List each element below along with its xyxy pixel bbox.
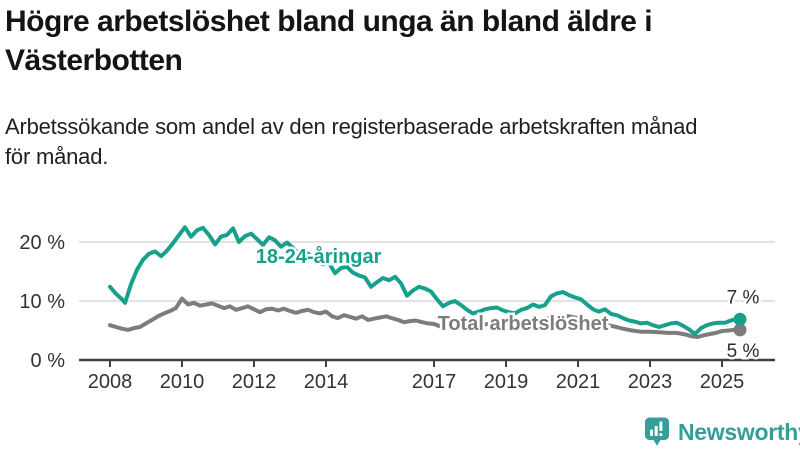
newsworthy-logo-text: Newsworthy (678, 419, 800, 445)
youth-end-value-label: 7 % (727, 287, 760, 308)
page-title: Högre arbetslöshet bland unga än bland ä… (5, 2, 775, 80)
y-tick-label: 0 % (31, 350, 66, 372)
page-title-line2: Västerbotten (5, 44, 183, 77)
youth-series-line (108, 225, 742, 336)
mini-bar-chart-glyph (650, 421, 663, 436)
page-subtitle: Arbetssökande som andel av den registerb… (5, 112, 795, 172)
x-tick-label: 2019 (484, 371, 529, 393)
newsworthy-logo: Newsworthy (644, 416, 800, 448)
x-tick-label: 2021 (556, 371, 601, 393)
x-tick-label: 2010 (160, 371, 205, 393)
x-tick-label: 2014 (304, 371, 349, 393)
total-end-value-label: 5 % (727, 341, 760, 362)
total-series-label: Total arbetslöshet (438, 313, 609, 335)
page-subtitle-line2: för månad. (5, 144, 109, 169)
x-tick-label: 2008 (88, 371, 133, 393)
youth-end-dot (733, 312, 747, 326)
x-tick-label: 2012 (232, 371, 277, 393)
y-tick-label: 10 % (19, 291, 65, 313)
total-end-dot (733, 323, 747, 337)
unemployment-line-chart: 0 % 10 % 20 % 2008 2010 2012 2014 2017 2019 2021 2… (19, 225, 775, 393)
page-subtitle-line1: Arbetssökande som andel av den registerb… (5, 114, 698, 139)
youth-series-label: 18-24-åringar (256, 245, 382, 268)
x-tick-label: 2025 (700, 371, 745, 393)
x-tick-label: 2023 (628, 371, 673, 393)
total-series-line (108, 296, 742, 339)
x-tick-label: 2017 (412, 371, 457, 393)
page-title-line1: Högre arbetslöshet bland unga än bland ä… (5, 5, 653, 38)
newsworthy-logo-icon (645, 417, 669, 446)
chart-area: 0 % 10 % 20 % 2008 2010 2012 2014 2017 2019 2021 2… (0, 208, 800, 408)
y-tick-label: 20 % (19, 232, 65, 254)
